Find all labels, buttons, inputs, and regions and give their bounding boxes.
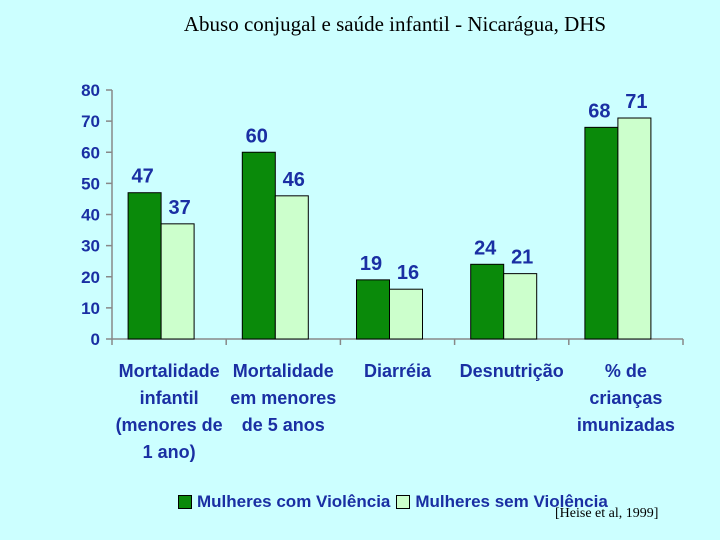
legend-label-without-violence: Mulheres sem Violência [415,492,608,511]
y-tick-label: 0 [91,330,100,349]
legend-label-with-violence: Mulheres com Violência [197,492,391,511]
bar [584,126,619,340]
data-label: 16 [397,262,419,284]
y-tick-label: 30 [81,237,100,256]
legend-item-without-violence: Mulheres sem Violência [396,492,608,512]
legend-swatch-without-violence [396,495,411,509]
bar [241,151,276,340]
legend: Mulheres com Violência Mulheres sem Viol… [178,492,614,512]
bar [127,192,162,340]
bar [617,117,652,340]
y-tick-label: 10 [81,299,100,318]
data-labels: 47 37 60 46 19 16 24 21 68 71 [131,91,647,284]
bar [274,195,309,340]
category-label: % de crianças imunizadas [576,361,675,435]
data-label: 21 [511,247,533,269]
data-label: 68 [588,100,610,122]
bar [470,263,505,340]
category-label: Mortalidade infantil (menores de 1 ano) [115,361,223,462]
chart-title: Abuso conjugal e saúde infantil - Nicará… [183,12,607,36]
y-tick-label: 60 [81,143,100,162]
y-tick-label: 80 [81,81,100,100]
data-label: 60 [246,125,268,147]
data-label: 47 [131,166,153,188]
y-tick-label: 70 [81,112,100,131]
category-label: Diarréia [363,361,432,381]
data-label: 46 [283,169,305,191]
bar [503,273,538,340]
bar [160,223,195,340]
y-axis-ticks: 0 10 20 30 40 50 60 70 80 [81,81,112,349]
source-citation: [Heise et al, 1999] [555,506,659,521]
bar [356,279,390,340]
category-label: Desnutrição [459,361,564,381]
data-label: 24 [474,237,497,259]
bar [389,288,423,340]
data-label: 19 [360,253,382,275]
bars [127,117,652,340]
data-label: 71 [625,91,647,113]
data-label: 37 [168,197,190,219]
y-tick-label: 40 [81,206,100,225]
category-label: Mortalidade em menores de 5 anos [230,361,337,435]
legend-item-with-violence: Mulheres com Violência [178,492,390,512]
legend-swatch-with-violence [178,495,192,509]
y-tick-label: 20 [81,268,100,287]
y-tick-label: 50 [81,174,100,193]
